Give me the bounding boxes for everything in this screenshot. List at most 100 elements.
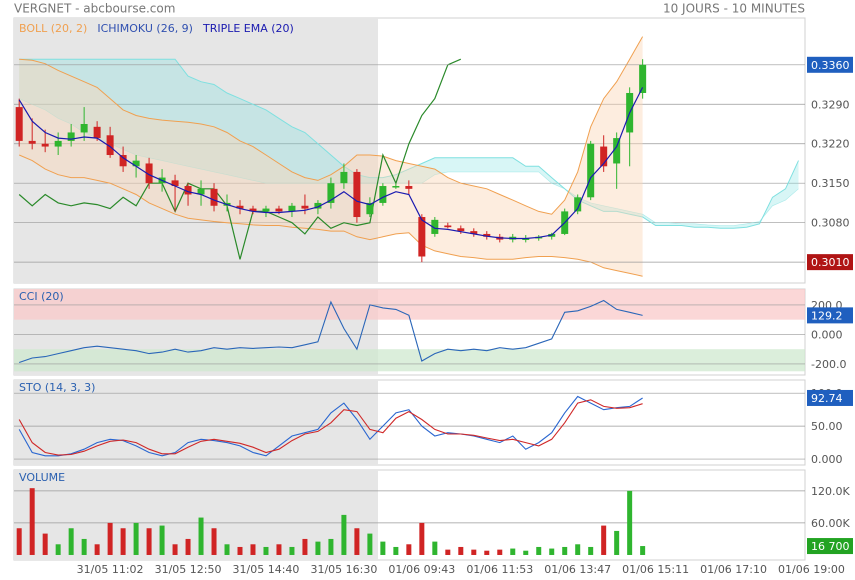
candle-body bbox=[639, 64, 647, 93]
legend-entry: BOLL (20, 2) bbox=[19, 22, 87, 35]
session-shade bbox=[14, 380, 378, 465]
value-tag: 0.3010 bbox=[807, 254, 853, 271]
panel-title: STO (14, 3, 3) bbox=[19, 381, 95, 394]
volume-bar bbox=[458, 546, 464, 555]
candle-body bbox=[327, 183, 335, 203]
volume-bar bbox=[107, 522, 113, 555]
volume-bar bbox=[497, 549, 503, 555]
x-tick-label: 01/06 11:53 bbox=[466, 563, 533, 576]
x-tick-label: 01/06 13:47 bbox=[544, 563, 611, 576]
candle-body bbox=[28, 140, 36, 144]
volume-bar bbox=[237, 546, 243, 555]
volume-bar bbox=[627, 490, 633, 555]
candle-body bbox=[145, 163, 153, 184]
candle-body bbox=[340, 171, 348, 184]
value-tag-box bbox=[807, 538, 853, 555]
candle-body bbox=[574, 197, 582, 212]
volume-bar bbox=[406, 544, 412, 555]
value-tag: 129.2 bbox=[807, 307, 853, 324]
volume-bar bbox=[510, 548, 516, 555]
value-tag-label: 16 700 bbox=[811, 540, 850, 553]
candle-body bbox=[288, 205, 296, 212]
volume-bar bbox=[198, 517, 204, 555]
volume-bar bbox=[354, 528, 360, 555]
y-tick-label: 0.3290 bbox=[811, 98, 850, 111]
candle-body bbox=[600, 146, 608, 167]
volume-bar bbox=[380, 541, 386, 555]
volume-bar bbox=[601, 525, 607, 555]
panel-title: VOLUME bbox=[19, 471, 65, 484]
candle-body bbox=[93, 126, 101, 139]
volume-bar bbox=[276, 544, 282, 555]
candle-body bbox=[353, 171, 361, 218]
volume-bar bbox=[575, 544, 581, 555]
value-tag-label: 0.3360 bbox=[811, 59, 850, 72]
candle-body bbox=[184, 186, 192, 195]
candle-body bbox=[132, 160, 140, 167]
volume-bar bbox=[250, 544, 256, 555]
candle-body bbox=[210, 188, 218, 206]
volume-bar bbox=[263, 546, 269, 555]
value-tag-label: 129.2 bbox=[811, 309, 843, 322]
volume-bar bbox=[29, 488, 35, 555]
candle-body bbox=[431, 219, 439, 234]
candle-body bbox=[366, 202, 374, 215]
volume-bar bbox=[68, 528, 74, 555]
header-left: VERGNET - abcbourse.com bbox=[14, 2, 175, 16]
candle-body bbox=[301, 205, 309, 209]
candle-body bbox=[457, 228, 465, 232]
candle-body bbox=[483, 233, 491, 237]
x-tick-label: 31/05 11:02 bbox=[77, 563, 144, 576]
x-tick-label: 01/06 17:10 bbox=[700, 563, 767, 576]
header-right: 10 JOURS - 10 MINUTES bbox=[663, 2, 805, 16]
candle-body bbox=[613, 138, 621, 164]
candle-body bbox=[171, 180, 179, 187]
candle-body bbox=[106, 135, 114, 156]
ichimoku-lagging bbox=[18, 58, 462, 260]
volume-bar bbox=[614, 530, 620, 555]
y-tick-label: 0.3150 bbox=[811, 177, 850, 190]
value-tag-box bbox=[807, 56, 853, 73]
volume-bar bbox=[146, 528, 152, 555]
volume-bar bbox=[523, 550, 529, 555]
volume-bar bbox=[471, 549, 477, 555]
candle-body bbox=[587, 143, 595, 198]
volume-bar bbox=[393, 546, 399, 555]
volume-bar bbox=[55, 544, 61, 555]
x-tick-label: 31/05 12:50 bbox=[155, 563, 222, 576]
zone bbox=[14, 349, 805, 372]
session-shade bbox=[14, 18, 378, 283]
candle-body bbox=[470, 231, 478, 234]
volume-bar bbox=[536, 546, 542, 555]
volume-bar bbox=[315, 541, 321, 555]
x-tick-label: 01/06 09:43 bbox=[388, 563, 455, 576]
y-tick-label: 0.3220 bbox=[811, 138, 850, 151]
volume-bar bbox=[549, 548, 555, 555]
candle-body bbox=[249, 208, 257, 212]
candle-body bbox=[236, 205, 244, 209]
x-tick-label: 01/06 15:11 bbox=[622, 563, 689, 576]
volume-bar bbox=[367, 533, 373, 555]
x-tick-label: 31/05 14:40 bbox=[233, 563, 300, 576]
volume-bar bbox=[484, 550, 490, 555]
candle-body bbox=[80, 124, 88, 133]
volume-bar bbox=[289, 546, 295, 555]
y-tick-label: 60.00K bbox=[811, 517, 850, 530]
x-tick-label: 01/06 19:00 bbox=[778, 563, 845, 576]
y-tick-label: 120.0K bbox=[811, 485, 850, 498]
ichimoku-cloud bbox=[19, 59, 799, 229]
volume-bar bbox=[94, 544, 100, 555]
boll-lower bbox=[19, 154, 643, 277]
legend-entry: TRIPLE EMA (20) bbox=[202, 22, 294, 35]
value-tag-box bbox=[807, 254, 853, 271]
value-tag-box bbox=[807, 307, 853, 324]
indicator-line bbox=[18, 399, 643, 456]
candle-body bbox=[41, 143, 49, 147]
volume-bar bbox=[211, 528, 217, 555]
indicator-line bbox=[18, 395, 643, 457]
volume-bar bbox=[42, 533, 48, 555]
value-tag: 0.3360 bbox=[807, 56, 853, 73]
volume-bar bbox=[185, 538, 191, 555]
boll-band bbox=[19, 36, 643, 277]
value-tag: 92.74 bbox=[807, 389, 853, 406]
